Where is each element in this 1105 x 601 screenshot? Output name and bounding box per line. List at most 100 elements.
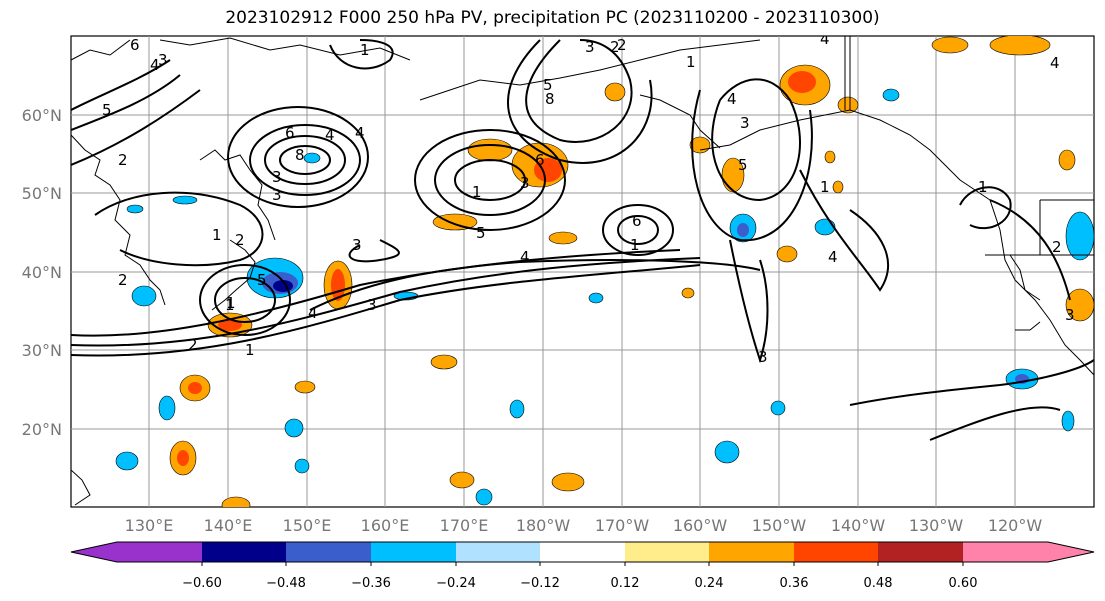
- precip-positive-area: [837, 96, 859, 114]
- precip-negative-area: [303, 152, 321, 164]
- precip-positive-area: [604, 82, 626, 102]
- lon-label: 180°W: [516, 516, 571, 535]
- lat-label: 60°N: [22, 106, 62, 125]
- colorbar-segment: [371, 542, 456, 562]
- lon-label: 130°W: [909, 516, 964, 535]
- precip-negative-area: [882, 88, 900, 102]
- precip-negative-area: [475, 488, 493, 506]
- lon-label: 140°W: [831, 516, 886, 535]
- lat-label: 30°N: [22, 341, 62, 360]
- colorbar-segment: [709, 542, 794, 562]
- precip-negative-area: [1061, 410, 1075, 432]
- precip-negative-area: [172, 195, 198, 205]
- precip-negative-area: [1065, 288, 1094, 322]
- contour-label: 4: [828, 248, 838, 266]
- precip-positive-area: [989, 36, 1051, 56]
- precip-negative-area: [588, 292, 604, 304]
- precip-positive-area: [832, 180, 844, 194]
- precip-positive-area: [294, 380, 316, 394]
- lon-label: 160°E: [361, 516, 410, 535]
- latitude-labels: 60°N 50°N 40°N 30°N 20°N: [22, 106, 62, 439]
- contour-label: 1: [630, 236, 640, 254]
- precip-negative-area: [158, 395, 176, 421]
- coastlines: [71, 36, 1094, 506]
- contour-label: 5: [102, 101, 112, 119]
- map-title: 2023102912 F000 250 hPa PV, precipitatio…: [225, 8, 880, 28]
- precip-positive-area: [432, 213, 478, 231]
- precip-negative-area: [814, 218, 836, 236]
- precip-negative-area: [1065, 211, 1094, 261]
- precip-positive-area: [551, 472, 585, 492]
- lat-label: 20°N: [22, 420, 62, 439]
- precip-positive-area: [221, 496, 251, 507]
- colorbar-segment: [286, 542, 371, 562]
- contour-label: 1: [686, 53, 696, 71]
- contour-label: 3: [758, 348, 768, 366]
- precip-negative-area: [284, 418, 304, 438]
- contour-label: 5: [738, 156, 748, 174]
- lon-label: 120°W: [988, 516, 1043, 535]
- colorbar-outline: [70, 541, 1095, 563]
- pv-contours: [71, 39, 1094, 441]
- contour-label: 2: [118, 271, 128, 289]
- precip-positive-area: [776, 245, 798, 263]
- contour-label: 4: [727, 90, 737, 108]
- colorbar-tick-label: −0.12: [520, 576, 560, 591]
- colorbar-tick-label: −0.24: [436, 576, 476, 591]
- lon-label: 130°E: [125, 516, 174, 535]
- contour-label: 5: [543, 76, 553, 94]
- lon-label: 150°E: [283, 516, 332, 535]
- contour-label: 4: [820, 30, 830, 48]
- contour-label: 3: [585, 38, 595, 56]
- colorbar-segment: [540, 542, 625, 562]
- contour-label: 1: [226, 294, 236, 312]
- colorbar: [70, 541, 1095, 566]
- contour-label: 1: [978, 178, 988, 196]
- contour-label: 4: [1050, 54, 1060, 72]
- longitude-labels: 130°E 140°E 150°E 160°E 170°E 180°W 170°…: [125, 516, 1043, 535]
- contour-label: 4: [520, 248, 530, 266]
- lon-label: 150°W: [752, 516, 807, 535]
- contour-label: 3: [158, 51, 168, 69]
- lon-label: 170°W: [595, 516, 650, 535]
- contour-label: 1: [212, 226, 222, 244]
- precip-negative-area: [131, 285, 157, 307]
- precip-positive-area: [467, 138, 513, 162]
- colorbar-tick-label: 0.48: [864, 576, 893, 591]
- contour-label: 4: [355, 124, 365, 142]
- colorbar-segment: [794, 542, 878, 562]
- colorbar-tick-label: −0.60: [182, 576, 222, 591]
- lon-label: 160°W: [673, 516, 728, 535]
- colorbar-tick-label: −0.36: [351, 576, 391, 591]
- precip-positive-area: [1058, 149, 1076, 171]
- precip-negative-area: [714, 440, 740, 464]
- precip-positive-area: [721, 157, 745, 193]
- colorbar-segment: [71, 542, 202, 562]
- contour-label: 4: [150, 56, 160, 74]
- precip-negative-area: [126, 204, 144, 214]
- colorbar-segment: [625, 542, 709, 562]
- precip-positive-area: [548, 231, 578, 245]
- contour-label: 3: [367, 296, 377, 314]
- contour-label: 8: [295, 146, 305, 164]
- precip-positive-area: [824, 150, 836, 164]
- contour-label: 5: [476, 224, 486, 242]
- colorbar-segment: [202, 542, 286, 562]
- colorbar-tick-label: −0.48: [266, 576, 306, 591]
- contour-label: 1: [472, 183, 482, 201]
- contour-label: 2: [235, 231, 245, 249]
- contour-label: 8: [545, 90, 555, 108]
- contour-label: 6: [535, 151, 545, 169]
- colorbar-segment: [963, 542, 1094, 562]
- contour-label: 3: [272, 168, 282, 186]
- contour-label: 1: [360, 41, 370, 59]
- contour-label: 2: [118, 151, 128, 169]
- precip-positive-area: [449, 471, 475, 489]
- contour-label: 6: [130, 36, 140, 54]
- contour-label: 2: [617, 36, 627, 54]
- contour-label: 2: [1052, 238, 1062, 256]
- precip-negative-area: [115, 451, 139, 471]
- contour-label: 3: [740, 114, 750, 132]
- precip-negative-area: [294, 458, 310, 474]
- contour-label: 2: [610, 38, 620, 56]
